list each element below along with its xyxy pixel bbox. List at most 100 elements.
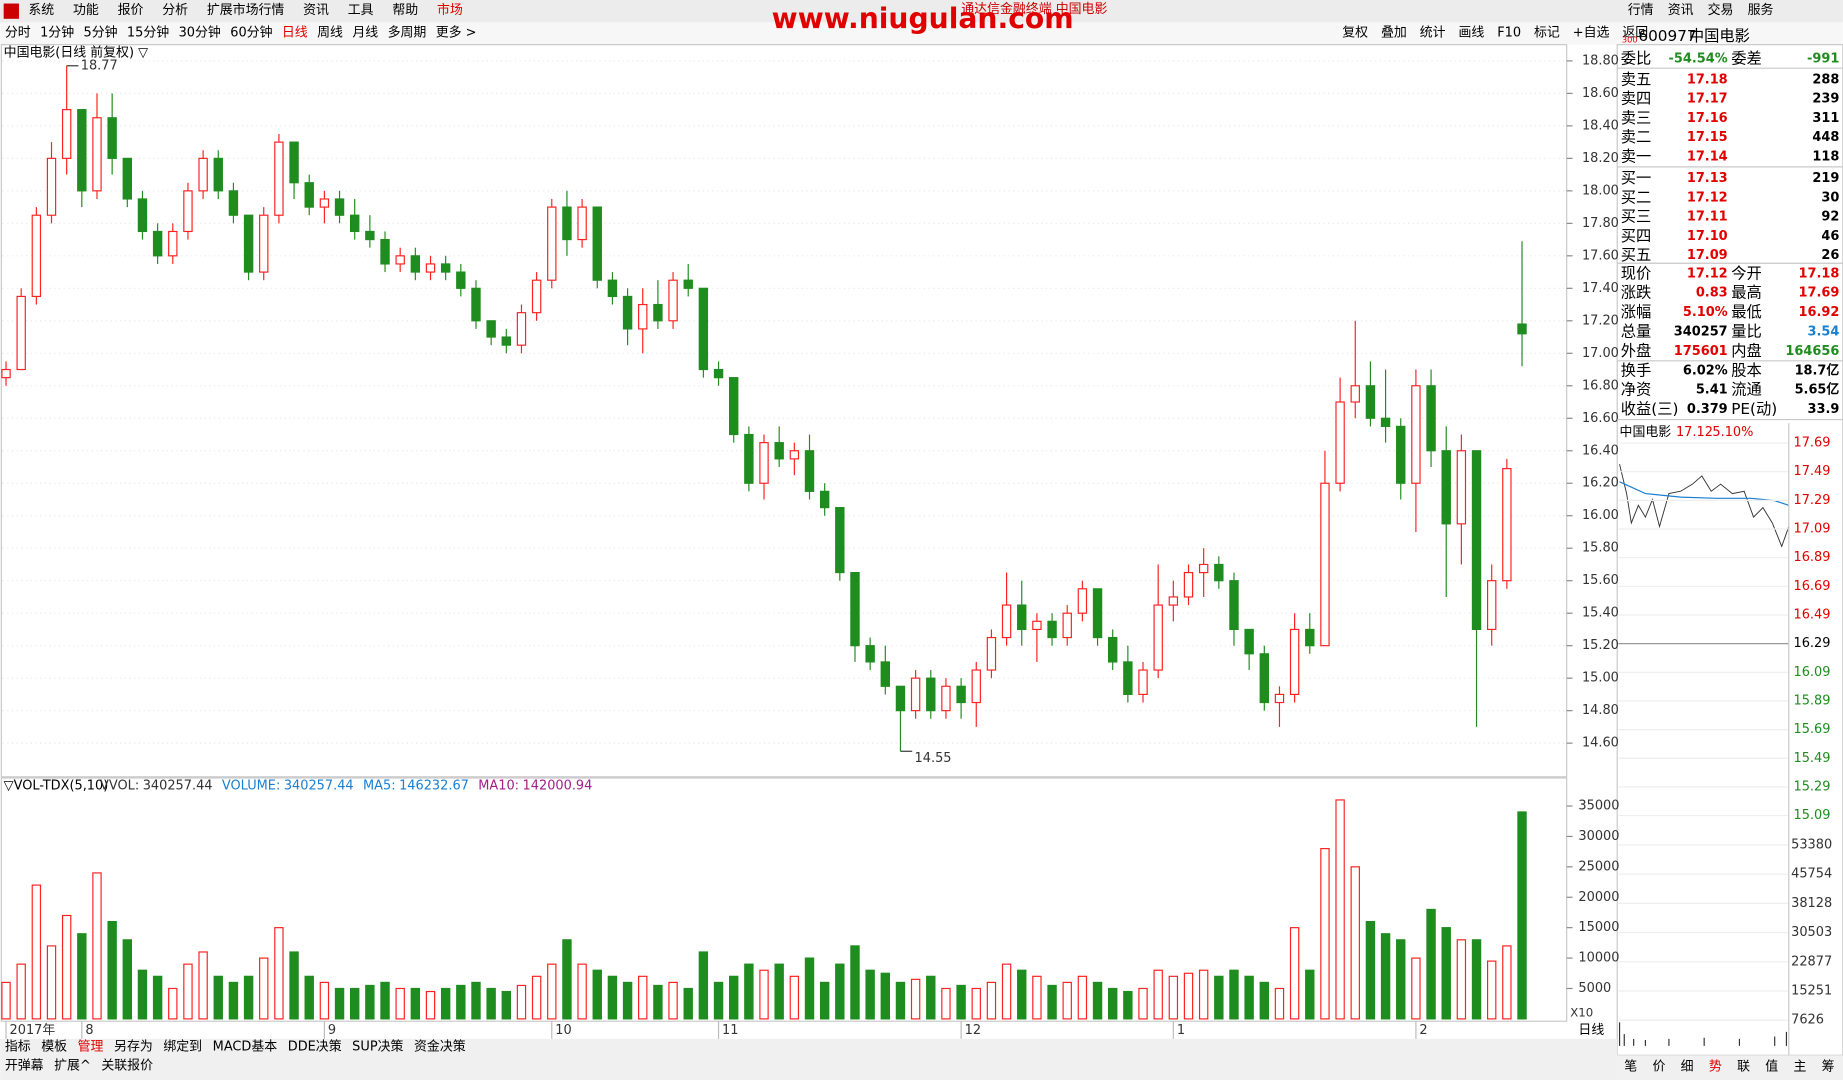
period-tab[interactable]: 5分钟 bbox=[84, 24, 118, 40]
quote-value: 3.54 bbox=[1807, 324, 1839, 339]
volume-bar bbox=[1153, 969, 1163, 1020]
volume-bar bbox=[501, 990, 512, 1020]
candle-body bbox=[456, 271, 466, 289]
book-label: 卖五 bbox=[1621, 70, 1652, 88]
period-tab[interactable]: 更多 > bbox=[436, 25, 477, 40]
indicator-tab[interactable]: 另存为 bbox=[114, 1040, 153, 1055]
side-tab[interactable]: 笔 bbox=[1624, 1059, 1637, 1075]
candle-body bbox=[835, 507, 845, 574]
volume-bar bbox=[516, 984, 527, 1020]
y-tick-label: 16.00 bbox=[1582, 508, 1619, 523]
volume-bar bbox=[1350, 866, 1360, 1020]
side-tab[interactable]: 筹 bbox=[1822, 1059, 1835, 1075]
menu-item[interactable]: 系统 bbox=[28, 3, 54, 18]
volume-bar bbox=[1077, 975, 1088, 1020]
period-tab[interactable]: 月线 bbox=[352, 25, 378, 40]
indicator-tab[interactable]: 资金决策 bbox=[414, 1039, 466, 1055]
book-volume: 311 bbox=[1812, 111, 1839, 126]
top-button[interactable]: 资讯 bbox=[1668, 3, 1694, 18]
volume-bar bbox=[1487, 960, 1497, 1020]
candle-body bbox=[744, 433, 754, 484]
candle-body bbox=[1487, 580, 1497, 631]
menu-item[interactable]: 报价 bbox=[118, 3, 144, 18]
tool-button[interactable]: 统计 bbox=[1420, 25, 1446, 40]
quote-label: 流通 bbox=[1731, 381, 1762, 399]
book-price: 17.11 bbox=[1687, 210, 1728, 225]
quote-label: 外盘 bbox=[1621, 342, 1652, 360]
menu-item[interactable]: 市场 bbox=[437, 2, 463, 18]
volume-bar bbox=[198, 951, 208, 1020]
menu-item[interactable]: 资讯 bbox=[303, 3, 329, 18]
candle-body bbox=[759, 442, 769, 484]
side-tab[interactable]: 联 bbox=[1737, 1060, 1750, 1075]
toolbar-button[interactable]: 关联报价 bbox=[101, 1058, 153, 1073]
book-label: 买二 bbox=[1621, 188, 1652, 206]
side-tab[interactable]: 值 bbox=[1765, 1059, 1778, 1075]
candle-body bbox=[486, 320, 496, 338]
tool-button[interactable]: 叠加 bbox=[1381, 25, 1407, 40]
period-button[interactable]: 日线 bbox=[1578, 1023, 1604, 1038]
tool-button[interactable]: F10 bbox=[1497, 25, 1521, 40]
period-tab[interactable]: 周线 bbox=[317, 25, 343, 40]
y-tick-label: 25000 bbox=[1578, 859, 1619, 874]
candle-body bbox=[1214, 563, 1224, 582]
volume-bar bbox=[1517, 811, 1527, 1020]
quote-label: 委差 bbox=[1731, 49, 1762, 67]
period-tab[interactable]: 60分钟 bbox=[230, 24, 272, 40]
indicator-tab[interactable]: 模板 bbox=[41, 1040, 67, 1055]
menu-item[interactable]: 帮助 bbox=[392, 3, 418, 18]
top-button[interactable]: 行情 bbox=[1628, 3, 1654, 18]
toolbar-button[interactable]: 开弹幕 bbox=[5, 1058, 44, 1073]
quote-value: 340257 bbox=[1674, 324, 1728, 339]
period-tab[interactable]: 1分钟 bbox=[40, 24, 74, 40]
tool-button[interactable]: 复权 bbox=[1342, 24, 1368, 40]
menu-item[interactable]: 分析 bbox=[162, 3, 188, 18]
y-tick-label: 18.20 bbox=[1582, 151, 1619, 166]
book-label: 买四 bbox=[1621, 227, 1652, 245]
tool-button[interactable]: 标记 bbox=[1534, 25, 1560, 40]
candle-body bbox=[471, 287, 481, 322]
side-tab[interactable]: 价 bbox=[1652, 1060, 1665, 1075]
volume-bar bbox=[1441, 927, 1451, 1020]
volume-bar bbox=[274, 927, 284, 1020]
period-tab[interactable]: 30分钟 bbox=[179, 24, 221, 40]
indicator-tab[interactable]: SUP决策 bbox=[352, 1039, 403, 1055]
volume-bar bbox=[804, 957, 815, 1020]
tool-button[interactable]: 返回 bbox=[1622, 25, 1648, 40]
indicator-tab[interactable]: MACD基本 bbox=[213, 1040, 278, 1055]
candle-body bbox=[334, 198, 345, 216]
volume-title: ▽VOL-TDX(5,10) bbox=[4, 779, 109, 794]
side-tab[interactable]: 细 bbox=[1681, 1060, 1694, 1075]
volume-bar bbox=[152, 975, 163, 1020]
candle-body bbox=[289, 141, 299, 184]
candle-body bbox=[895, 685, 906, 712]
volume-bar bbox=[547, 963, 557, 1020]
menu-item[interactable]: 功能 bbox=[73, 3, 99, 18]
volume-bar bbox=[183, 963, 193, 1020]
top-button[interactable]: 交易 bbox=[1708, 2, 1734, 18]
period-tab[interactable]: 日线 bbox=[282, 25, 308, 40]
volume-bar bbox=[107, 920, 117, 1020]
tool-button[interactable]: +自选 bbox=[1573, 25, 1610, 40]
indicator-tab[interactable]: 指标 bbox=[5, 1040, 31, 1055]
menu-item[interactable]: 扩展市场行情 bbox=[207, 2, 285, 18]
intraday-price-line bbox=[1619, 464, 1790, 548]
candle-body bbox=[713, 368, 724, 379]
chart-title: 中国电影(日线 前复权) ▽ bbox=[4, 44, 148, 60]
indicator-tab[interactable]: 绑定到 bbox=[163, 1040, 202, 1055]
period-tab[interactable]: 15分钟 bbox=[127, 24, 169, 40]
side-tab[interactable]: 势 bbox=[1709, 1059, 1722, 1075]
period-tab[interactable]: 分时 bbox=[5, 25, 31, 40]
top-button[interactable]: 服务 bbox=[1748, 2, 1774, 18]
menu-item[interactable]: 工具 bbox=[348, 3, 374, 18]
indicator-tab[interactable]: DDE决策 bbox=[288, 1039, 342, 1055]
toolbar-button[interactable]: 扩展^ bbox=[54, 1058, 91, 1073]
book-volume: 219 bbox=[1812, 171, 1839, 186]
mini-y-label: 16.29 bbox=[1793, 636, 1830, 651]
tool-button[interactable]: 画线 bbox=[1458, 25, 1484, 40]
side-tab[interactable]: 主 bbox=[1793, 1060, 1806, 1075]
volume-bar bbox=[622, 981, 633, 1020]
indicator-tab[interactable]: 管理 bbox=[78, 1040, 104, 1055]
candle-body bbox=[653, 303, 663, 322]
period-tab[interactable]: 多周期 bbox=[388, 25, 427, 40]
